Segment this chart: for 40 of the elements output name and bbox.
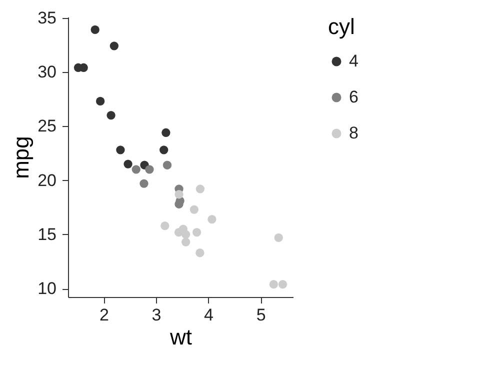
point [132,165,140,174]
point [162,160,172,170]
point [116,146,125,154]
point [110,42,118,50]
point [90,25,100,34]
point [145,165,154,174]
point [162,128,170,137]
point [208,214,216,224]
point [174,190,184,199]
y-tick-label: 35 [38,8,56,28]
x-tick-label: 2 [99,306,109,324]
x-tick-label: 4 [204,306,214,324]
y-tick-label: 15 [38,224,56,244]
y-axis-title: mpg [8,136,34,179]
x-axis-title: wt [169,324,192,350]
y-tick-label: 25 [38,116,56,136]
point [160,221,170,230]
legend-label: 8 [349,124,358,142]
point [192,228,202,237]
point [274,233,283,242]
point [140,179,148,188]
point [196,248,204,258]
point [181,238,190,246]
x-tick-label: 5 [256,306,266,324]
point [269,280,278,289]
point [160,146,168,154]
x-tick-label: 3 [152,306,162,324]
legend-label: 4 [349,52,358,70]
point [96,96,105,106]
legend-title: cyl [328,14,355,39]
point [196,184,205,194]
point [181,230,190,239]
y-tick-label: 10 [38,279,56,298]
legend-label: 6 [349,88,358,106]
point [106,110,116,120]
point [124,160,132,168]
point [278,280,288,289]
point [190,205,199,214]
y-tick-label: 20 [38,170,56,190]
y-tick-label: 30 [38,62,56,82]
